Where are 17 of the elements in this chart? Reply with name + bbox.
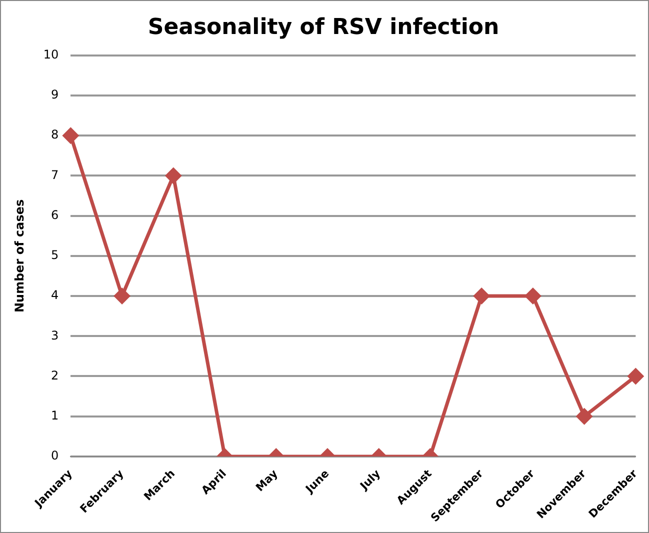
y-tick-label: 8: [51, 128, 59, 142]
y-axis-title: Number of cases: [12, 199, 26, 313]
y-tick-label: 4: [51, 288, 59, 302]
y-tick-label: 2: [51, 368, 59, 382]
point: [525, 288, 541, 304]
y-tick-label: 6: [51, 208, 59, 222]
point: [474, 288, 490, 304]
y-tick-label: 1: [51, 408, 59, 422]
y-tick-label: 0: [51, 448, 59, 463]
y-tick-label: 9: [51, 88, 59, 102]
y-tick-label: 7: [51, 168, 59, 182]
chart-title: Seasonality of RSV infection: [148, 14, 500, 40]
point: [114, 288, 130, 304]
y-tick-label: 5: [51, 248, 59, 262]
y-tick-label: 3: [51, 328, 59, 342]
point: [166, 168, 182, 184]
y-tick-label: 10: [43, 48, 59, 62]
